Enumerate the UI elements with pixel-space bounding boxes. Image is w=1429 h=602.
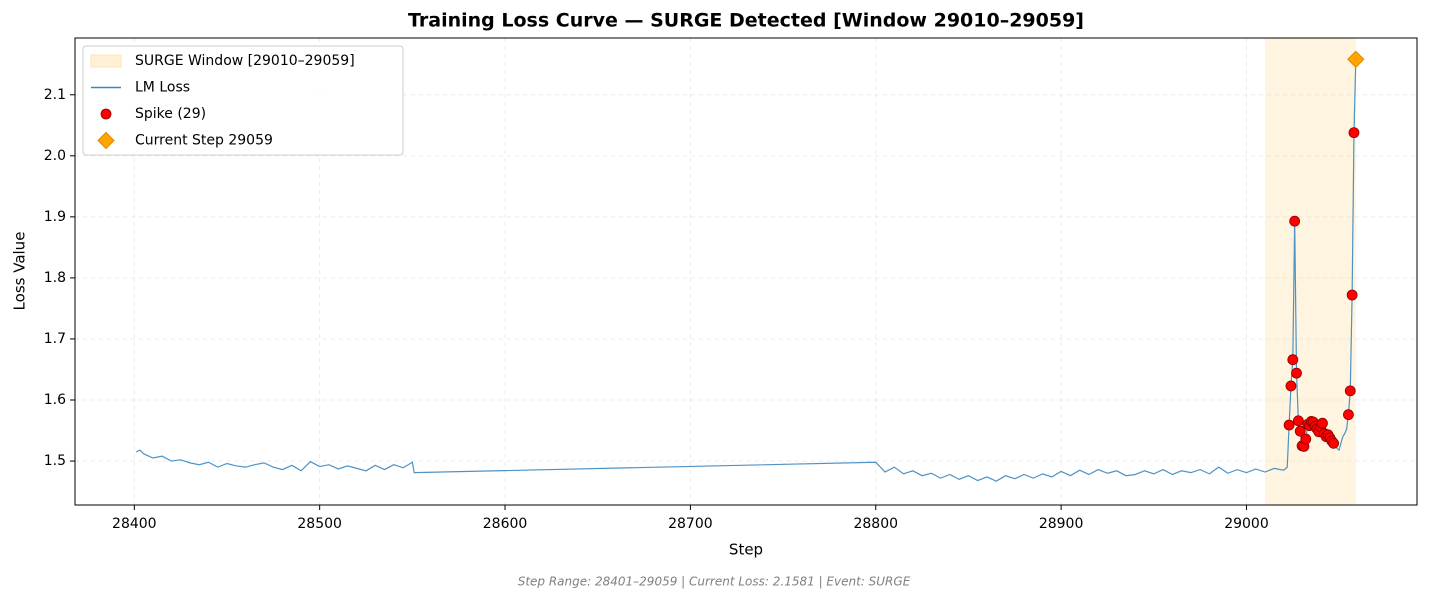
chart-title: Training Loss Curve — SURGE Detected [Wi… [408,10,1084,32]
legend-label: Spike (29) [135,106,206,122]
spike-point [1346,289,1358,301]
x-tick-label: 28700 [668,516,713,532]
spike-point [1289,215,1301,227]
legend-swatch [97,131,115,150]
spike-point [1287,354,1299,366]
spike-point [1285,380,1297,392]
y-tick-label: 1.8 [44,270,66,286]
legend-label: SURGE Window [29010–29059] [135,53,355,69]
spike-point [1348,127,1360,139]
surge-window [1265,38,1356,505]
x-tick-label: 29000 [1224,516,1269,532]
legend-label: LM Loss [135,80,190,96]
spike-point [1343,409,1354,421]
legend-label: Current Step 29059 [135,133,273,149]
spike-point [1344,385,1356,397]
y-axis-label: Loss Value [11,232,29,311]
spike-point [1291,367,1302,379]
footer-note: Step Range: 28401–29059 | Current Loss: … [518,575,911,589]
current-step-marker [1347,50,1365,69]
x-tick-label: 28900 [1039,516,1084,532]
x-tick-label: 28800 [853,516,898,532]
x-tick-label: 28600 [483,516,528,532]
legend-box [82,45,404,156]
y-tick-label: 2.1 [44,87,66,103]
legend-swatch [100,108,112,120]
y-tick-label: 1.7 [44,331,66,347]
x-tick-label: 28400 [112,516,157,532]
y-tick-label: 1.9 [44,209,66,225]
legend-swatch [90,54,122,68]
x-axis-label: Step [729,541,763,559]
plot-frame [74,37,1418,506]
y-tick-label: 1.5 [44,453,66,469]
spike-point [1328,437,1339,449]
y-tick-label: 2.0 [44,148,66,164]
spike-point [1300,433,1312,445]
spike-point [1294,425,1306,437]
y-tick-label: 1.6 [44,392,66,408]
spike-point [1292,415,1304,427]
spike-point [1317,417,1328,429]
spike-point [1283,419,1295,431]
x-tick-label: 28500 [297,516,342,532]
